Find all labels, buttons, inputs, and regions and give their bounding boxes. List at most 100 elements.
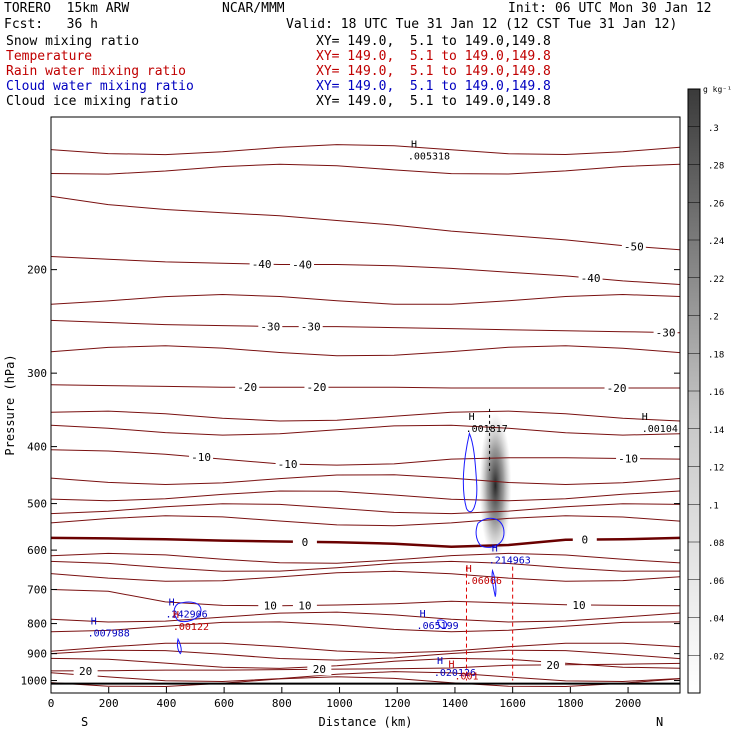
contour-label: 0: [302, 536, 309, 549]
contour-label: 10: [264, 600, 277, 613]
field-xy: XY= 149.0, 5.1 to 149.0,149.8: [316, 64, 551, 79]
isotherm-line: [51, 649, 680, 661]
isotherm-line: [51, 163, 680, 175]
maximum-value: .007988: [88, 628, 130, 639]
isotherm-line: [51, 293, 680, 305]
contour-label-bg: [292, 535, 317, 548]
isotherm-line: [51, 657, 680, 669]
maximum-marker: H: [173, 610, 179, 621]
isotherm-line: [51, 676, 680, 688]
contour-label-bg: [307, 663, 332, 676]
colorbar-tick-label: .28: [708, 162, 724, 172]
y-tick-label: 200: [27, 264, 47, 277]
maximum-value: .001: [454, 671, 478, 682]
endpoint-left: S: [81, 715, 88, 729]
contour-label: -50: [624, 240, 644, 253]
contour-label-bg: [653, 326, 678, 339]
field-xy: XY= 149.0, 5.1 to 149.0,149.8: [316, 79, 551, 94]
maximum-marker: H: [411, 140, 417, 151]
contour-label-bg: [249, 258, 274, 271]
field-xy: XY= 149.0, 5.1 to 149.0,149.8: [316, 94, 551, 109]
colorbar-tick-label: .22: [708, 275, 724, 285]
contour-label: -20: [607, 382, 627, 395]
contour-label-bg: [292, 599, 317, 612]
snow-shading: [479, 413, 512, 559]
contour-label-bg: [189, 451, 214, 464]
isotherm-line: [51, 560, 680, 572]
endpoint-right: N: [656, 715, 663, 729]
isotherm-line: [51, 424, 680, 436]
contour-label: -40: [292, 258, 312, 271]
contour-label: 20: [546, 659, 559, 672]
contour-label: 10: [298, 599, 311, 612]
contour-label: -40: [252, 258, 272, 271]
field-xy: XY= 149.0, 5.1 to 149.0,149.8: [316, 49, 551, 64]
cloud-water-contour: [437, 619, 448, 629]
field-name: Temperature: [6, 49, 93, 64]
x-tick-label: 1800: [557, 697, 584, 710]
y-tick-label: 800: [27, 618, 47, 631]
x-tick-label: 800: [272, 697, 292, 710]
isotherm-line: [51, 570, 680, 582]
colorbar-tick-label: .2: [708, 313, 719, 323]
maximum-value: .020126: [434, 668, 476, 679]
contour-label-bg: [616, 452, 641, 465]
isotherm-line: [51, 319, 680, 334]
colorbar-unit: g kg⁻¹: [703, 85, 732, 94]
isotherm-line: [51, 621, 680, 633]
y-tick-label: 700: [27, 583, 47, 596]
y-axis-label: Pressure (hPa): [3, 354, 17, 455]
isotherm-line: [51, 345, 680, 357]
contour-label: -30: [260, 320, 280, 333]
contour-label: 20: [79, 665, 92, 678]
x-axis-label: Distance (km): [319, 715, 413, 729]
maximum-value: .00122: [173, 622, 209, 633]
isotherm-line: [51, 552, 680, 564]
maximum-marker: H: [169, 597, 175, 608]
field-xy: XY= 149.0, 5.1 to 149.0,149.8: [316, 34, 551, 49]
maximum-marker: H: [469, 412, 475, 423]
plot-frame: [50, 116, 681, 694]
isotherm-line: [51, 144, 680, 156]
contour-label-bg: [621, 240, 646, 253]
isotherm-line: [51, 384, 680, 389]
contour-label-bg: [275, 458, 300, 471]
colorbar-tick-label: .08: [708, 539, 724, 549]
maximum-value: .06066: [466, 576, 502, 587]
contour-label: -10: [278, 458, 298, 471]
contour-label-bg: [578, 272, 603, 285]
isotherm-line: [51, 662, 680, 672]
header: TORERO 15km ARW NCAR/MMM Init: 06 UTC Mo…: [0, 0, 740, 115]
maximum-value: .214963: [489, 556, 531, 567]
maximum-value: .242906: [166, 609, 208, 620]
contour-label: -10: [191, 451, 211, 464]
field-name: Rain water mixing ratio: [6, 64, 187, 79]
contour-label-bg: [298, 320, 323, 333]
colorbar-tick-label: .12: [708, 464, 724, 474]
cloud-water-contour: [173, 601, 202, 623]
maximum-marker: H: [420, 609, 426, 620]
field-name: Snow mixing ratio: [6, 34, 140, 49]
snow-mixing-ratio-shading: [479, 413, 512, 559]
maximum-marker: H: [91, 616, 97, 627]
maximum-value: .00104: [642, 424, 678, 435]
model-title: TORERO 15km ARW: [4, 1, 130, 16]
y-tick-label: 400: [27, 441, 47, 454]
contour-label-bg: [258, 599, 283, 612]
contour-label: -30: [656, 326, 676, 339]
contour-label: -20: [307, 381, 327, 394]
x-tick-label: 1400: [442, 697, 469, 710]
maximum-marker: H: [448, 659, 454, 670]
cloud-water-contour: [475, 517, 505, 548]
contour-label-bg: [258, 320, 283, 333]
x-tick-label: 0: [48, 697, 55, 710]
field-name: Cloud water mixing ratio: [6, 79, 194, 94]
valid-time: Valid: 18 UTC Tue 31 Jan 12 (12 CST Tue …: [286, 17, 678, 32]
y-tick-label: 900: [27, 648, 47, 661]
contour-label: 10: [572, 599, 585, 612]
maximum-value: .065199: [417, 621, 459, 632]
colorbar-tick-label: .16: [708, 388, 724, 398]
colorbar-tick-label: .04: [708, 615, 724, 625]
maximum-marker: H: [437, 656, 443, 667]
